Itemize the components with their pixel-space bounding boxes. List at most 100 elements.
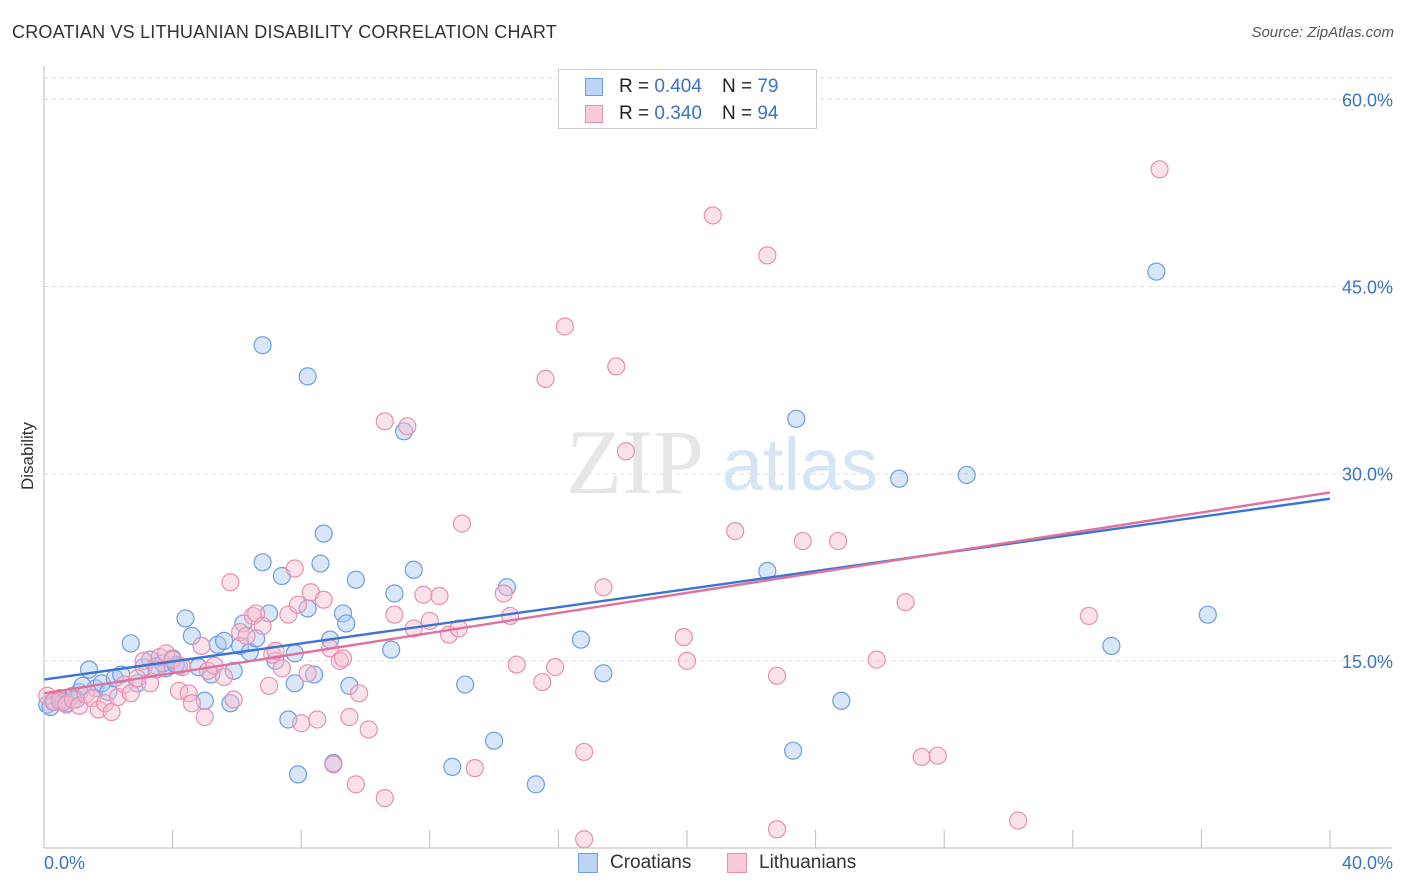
lithuanian-point	[867, 650, 886, 669]
croatian-point	[314, 524, 333, 543]
lithuanian-point	[221, 573, 240, 592]
chart-title: CROATIAN VS LITHUANIAN DISABILITY CORREL…	[12, 22, 557, 42]
n-label: N =	[721, 76, 753, 97]
croatian-point	[346, 570, 365, 589]
r-label: R =	[619, 103, 650, 124]
croatian-point	[79, 660, 99, 679]
lithuanian-point	[195, 707, 214, 727]
croatian-point	[214, 631, 234, 650]
lithuanians-r-value: 0.340	[654, 103, 702, 124]
croatian-point	[340, 676, 359, 695]
croatian-point	[1102, 636, 1121, 655]
lithuanian-point	[398, 417, 417, 436]
source-credit: Source: ZipAtlas.com	[1251, 24, 1394, 41]
lithuanian-point	[340, 707, 359, 727]
trend-lines	[43, 491, 1331, 695]
lithuanian-point	[237, 626, 256, 646]
r-label: R =	[619, 76, 650, 97]
croatian-point	[594, 664, 613, 683]
lithuanian-point	[285, 559, 304, 578]
croatian-point	[285, 674, 304, 693]
watermark-zip: ZIP	[566, 411, 704, 513]
croatian-point	[571, 630, 591, 649]
croatian-point	[176, 609, 195, 628]
lithuanian-point	[452, 514, 472, 533]
lithuanian-point	[607, 357, 626, 376]
croatian-point	[890, 469, 909, 488]
lithuanian-point	[314, 590, 333, 609]
lithuanian-point	[594, 578, 613, 597]
lithuanian-point	[279, 605, 298, 624]
croatians-legend-swatch	[578, 853, 598, 873]
croatian-point	[1147, 262, 1166, 281]
croatian-point	[298, 367, 317, 386]
lithuanian-point	[767, 666, 787, 685]
lithuanian-point	[928, 746, 947, 765]
lithuanian-point	[1079, 606, 1098, 626]
lithuanian-point	[767, 820, 787, 839]
legend-item-lithuanians[interactable]: Lithuanians	[727, 852, 856, 874]
lithuanian-point	[674, 628, 693, 647]
legend-item-croatians[interactable]: Croatians	[578, 852, 691, 874]
lithuanian-point	[726, 522, 745, 541]
lithuanian-point	[829, 531, 848, 551]
croatian-point	[787, 409, 806, 428]
lithuanian-point	[272, 659, 292, 678]
lithuanian-point	[414, 585, 433, 604]
lithuanian-point	[616, 442, 636, 461]
croatian-point	[456, 675, 475, 694]
lithuanian-point	[288, 595, 308, 614]
lithuanian-point	[102, 702, 121, 722]
series-legend: Croatians Lithuanians	[0, 852, 1406, 876]
lithuanian-point	[182, 694, 201, 713]
y-tick-label: 15.0%	[1342, 652, 1393, 672]
croatian-point	[311, 554, 330, 573]
lithuanian-point	[253, 616, 272, 636]
croatians-r-value: 0.404	[654, 76, 702, 97]
legend-row-lithuanians: R = 0.340 N = 94	[585, 102, 778, 126]
lithuanian-point	[555, 317, 574, 336]
croatian-point	[783, 741, 803, 760]
croatian-point	[957, 465, 976, 485]
lithuanian-point	[346, 775, 365, 794]
croatian-trend-line	[43, 497, 1331, 681]
croatian-point	[253, 553, 272, 572]
watermark-atlas: atlas	[722, 423, 878, 506]
croatian-point	[394, 422, 414, 441]
lithuanian-point	[298, 664, 317, 683]
lithuanian-point	[243, 606, 263, 626]
croatians-swatch	[585, 78, 603, 96]
croatian-point	[385, 584, 404, 603]
croatian-point	[404, 560, 423, 579]
y-tick-label: 45.0%	[1342, 278, 1393, 298]
n-label: N =	[721, 103, 753, 124]
lithuanian-point	[912, 747, 931, 767]
lithuanian-point	[507, 655, 526, 674]
axes: 15.0% 30.0% 45.0% 60.0% 0.0% 40.0% Disability	[18, 66, 1393, 873]
croatian-point	[333, 604, 353, 623]
croatian-point	[485, 731, 504, 750]
lithuanians-swatch	[585, 105, 603, 123]
grid-lines	[44, 77, 1392, 662]
croatian-point	[337, 614, 356, 633]
lithuanians-n-value: 94	[757, 103, 779, 124]
correlation-legend: R = 0.404 N = 79 R = 0.340 N = 94	[558, 69, 817, 129]
lithuanian-point	[292, 714, 311, 733]
lithuanian-point	[330, 651, 349, 670]
lithuanian-point	[375, 412, 394, 431]
lithuanian-point	[677, 651, 697, 670]
lithuanian-point	[1150, 160, 1169, 179]
lithuanian-point	[359, 720, 378, 739]
croatian-point	[1198, 605, 1217, 624]
croatian-point	[382, 640, 401, 659]
lithuanian-point	[533, 672, 552, 692]
lithuanians-legend-label: Lithuanians	[759, 852, 857, 873]
lithuanian-point	[192, 636, 211, 655]
lithuanian-point	[1009, 811, 1028, 830]
lithuanian-point	[575, 830, 594, 849]
croatian-point	[253, 336, 272, 355]
croatian-point	[526, 775, 545, 794]
croatian-point	[121, 634, 140, 653]
lithuanian-point	[121, 684, 140, 703]
croatian-point	[832, 691, 851, 710]
